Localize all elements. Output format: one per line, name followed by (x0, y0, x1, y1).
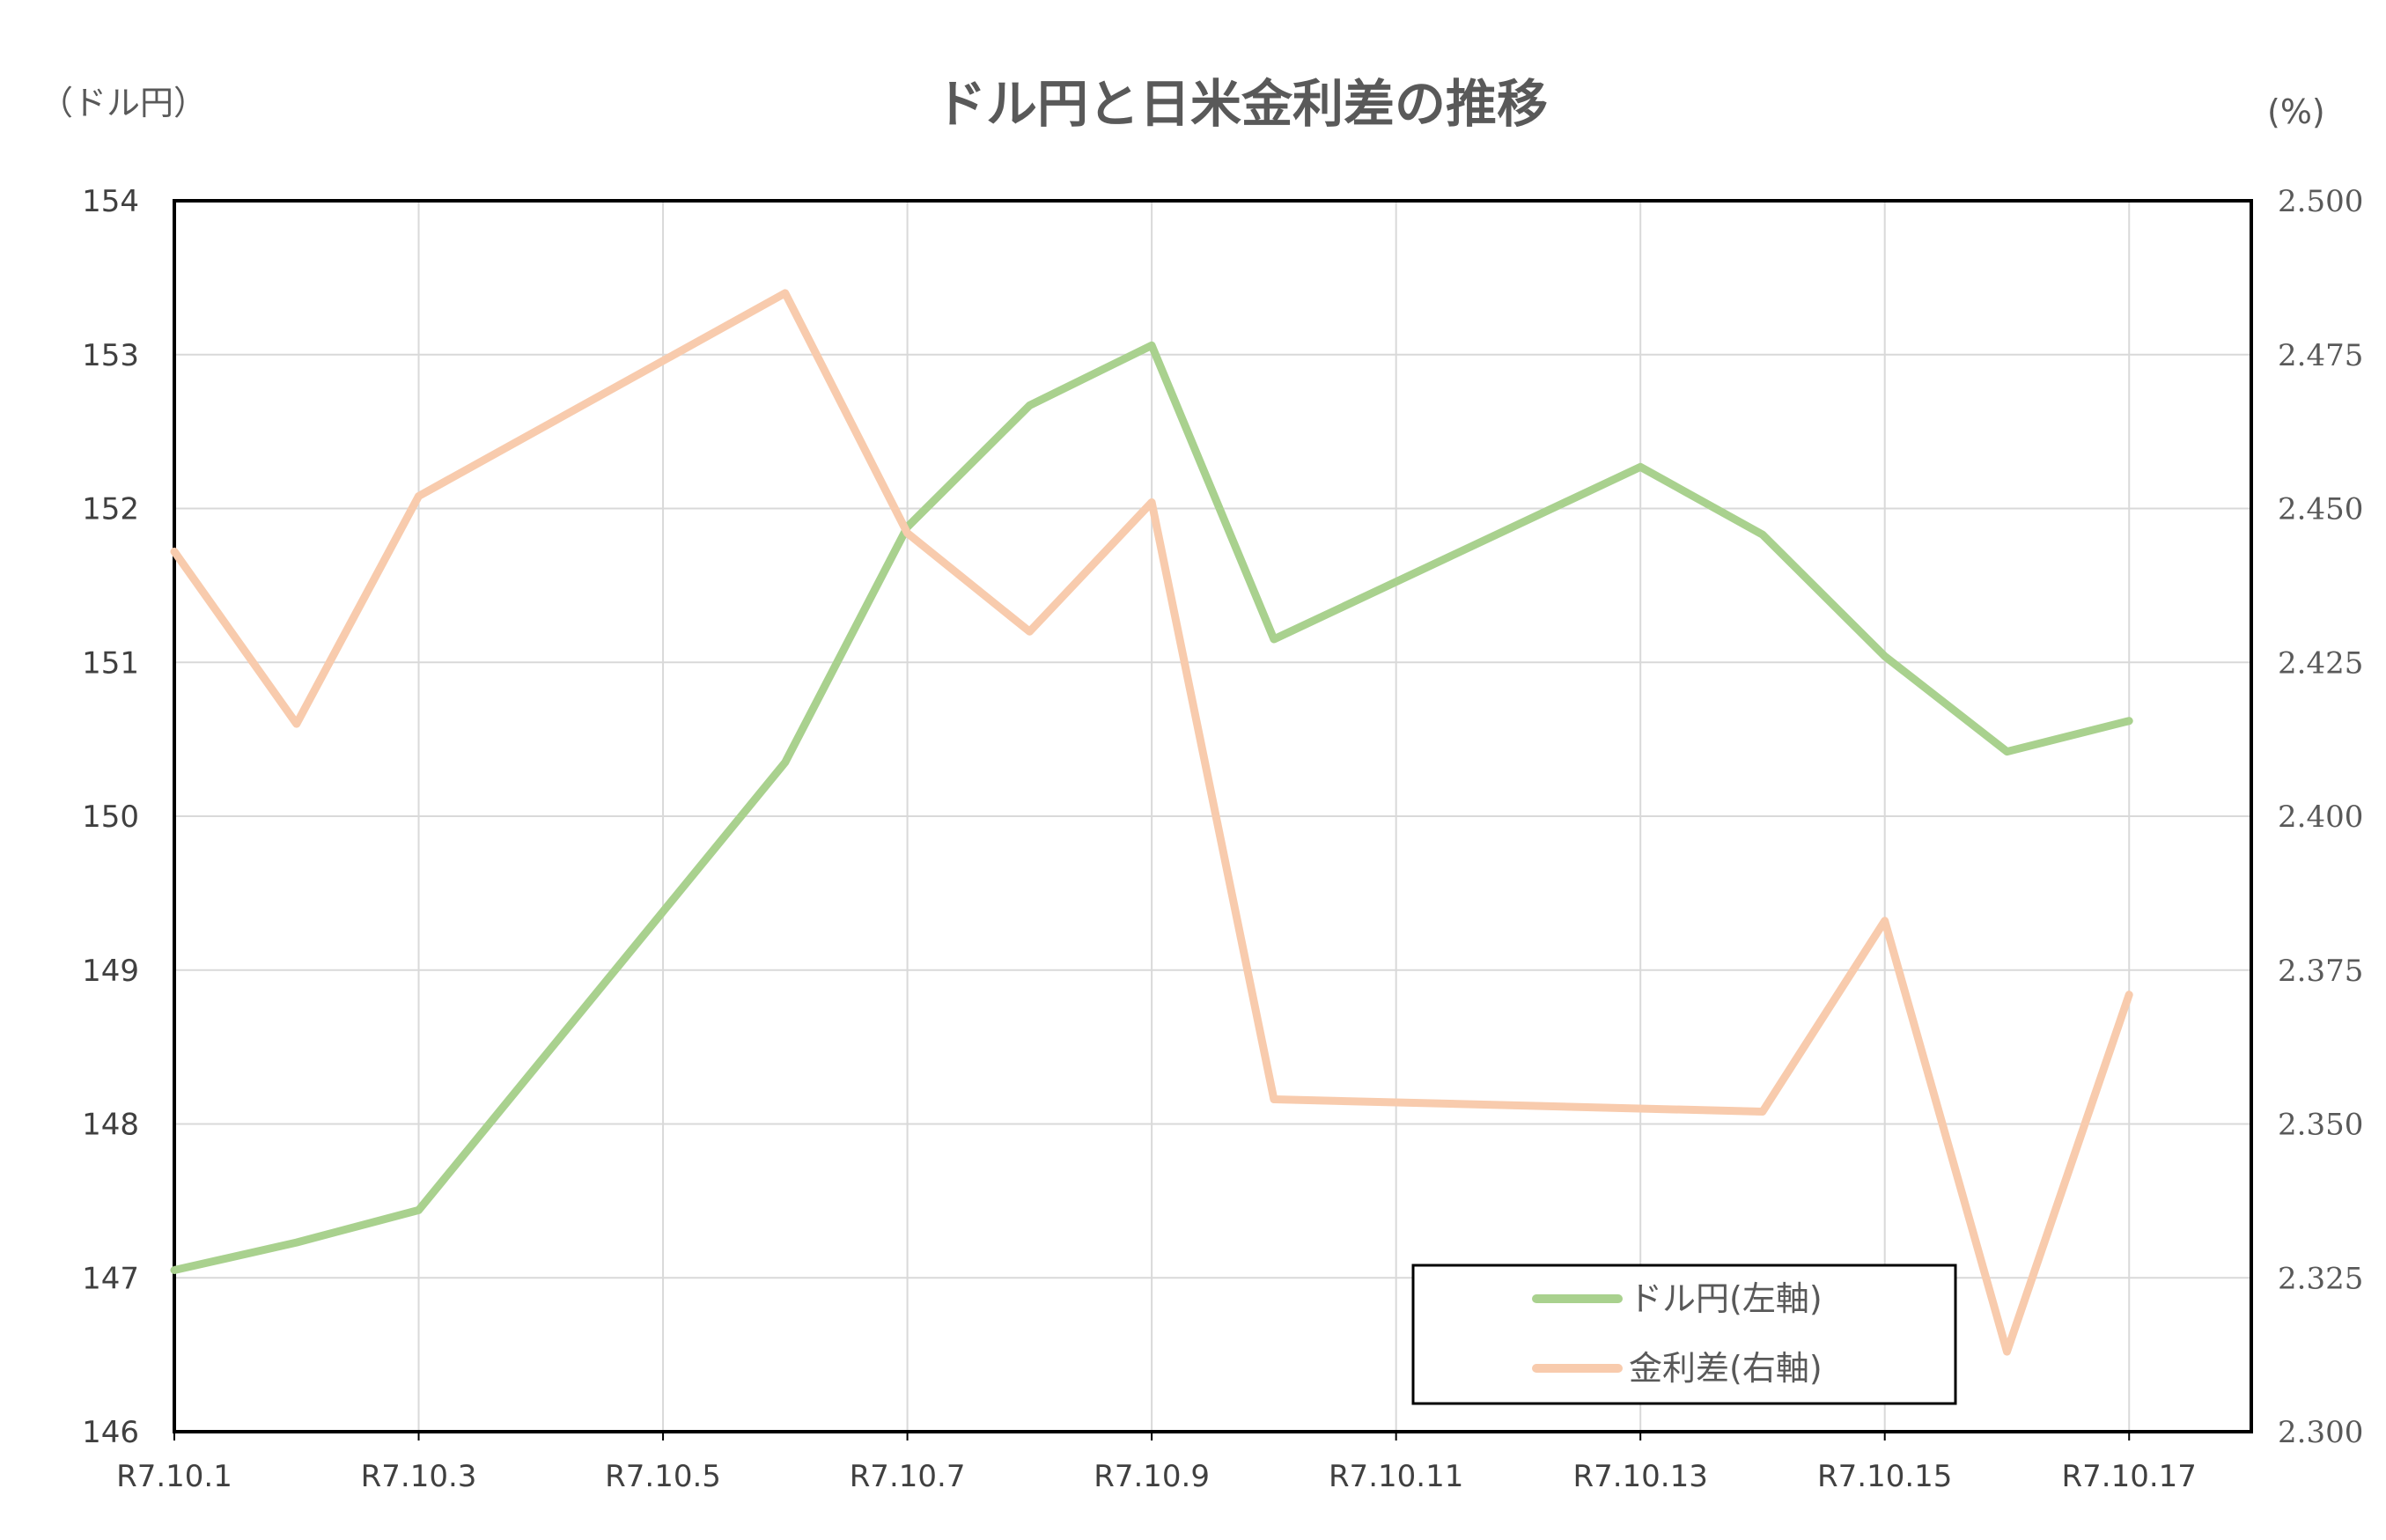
left-tick-label: 147 (82, 1261, 139, 1296)
right-tick-label: 2.350 (2278, 1108, 2363, 1143)
x-tick-label: R7.10.7 (850, 1459, 966, 1494)
left-tick-label: 152 (82, 492, 139, 527)
legend-label-rate-spread: 金利差(右軸) (1629, 1349, 1823, 1388)
legend: ドル円(左軸) 金利差(右軸) (1411, 1264, 1957, 1405)
left-tick-label: 153 (82, 338, 139, 373)
left-tick-label: 151 (82, 645, 139, 681)
x-tick-label: R7.10.5 (605, 1459, 721, 1494)
left-tick-label: 148 (82, 1108, 139, 1143)
right-tick-label: 2.425 (2278, 645, 2363, 681)
series-line-usdjpy (170, 341, 2133, 1274)
right-tick-label: 2.450 (2278, 492, 2363, 527)
left-axis-unit-label: （ドル円） (40, 84, 207, 122)
x-tick-label: R7.10.1 (116, 1459, 232, 1494)
x-tick-label: R7.10.3 (361, 1459, 477, 1494)
x-tick-label: R7.10.11 (1329, 1459, 1463, 1494)
right-tick-label: 2.375 (2278, 954, 2363, 989)
plot-area-frame (173, 199, 2253, 1433)
x-tick-label: R7.10.15 (1817, 1459, 1952, 1494)
x-tick-label: R7.10.17 (2062, 1459, 2197, 1494)
left-tick-label: 150 (82, 799, 139, 835)
left-tick-label: 149 (82, 954, 139, 989)
left-tick-label: 154 (82, 184, 139, 219)
right-tick-label: 2.400 (2278, 799, 2363, 835)
right-tick-label: 2.500 (2278, 184, 2363, 219)
right-axis-unit-label: (%) (2267, 92, 2325, 131)
chart-title: ドル円と日米金利差の推移 (935, 74, 1548, 134)
x-tick-label: R7.10.13 (1572, 1459, 1707, 1494)
x-tick-label: R7.10.9 (1094, 1459, 1210, 1494)
series-line-rate-spread (170, 289, 2133, 1356)
right-tick-label: 2.300 (2278, 1415, 2363, 1450)
legend-box (1411, 1264, 1957, 1405)
right-tick-label: 2.325 (2278, 1261, 2363, 1296)
right-tick-label: 2.475 (2278, 338, 2363, 373)
legend-label-usdjpy: ドル円(左軸) (1629, 1279, 1823, 1318)
left-tick-label: 146 (82, 1415, 139, 1450)
